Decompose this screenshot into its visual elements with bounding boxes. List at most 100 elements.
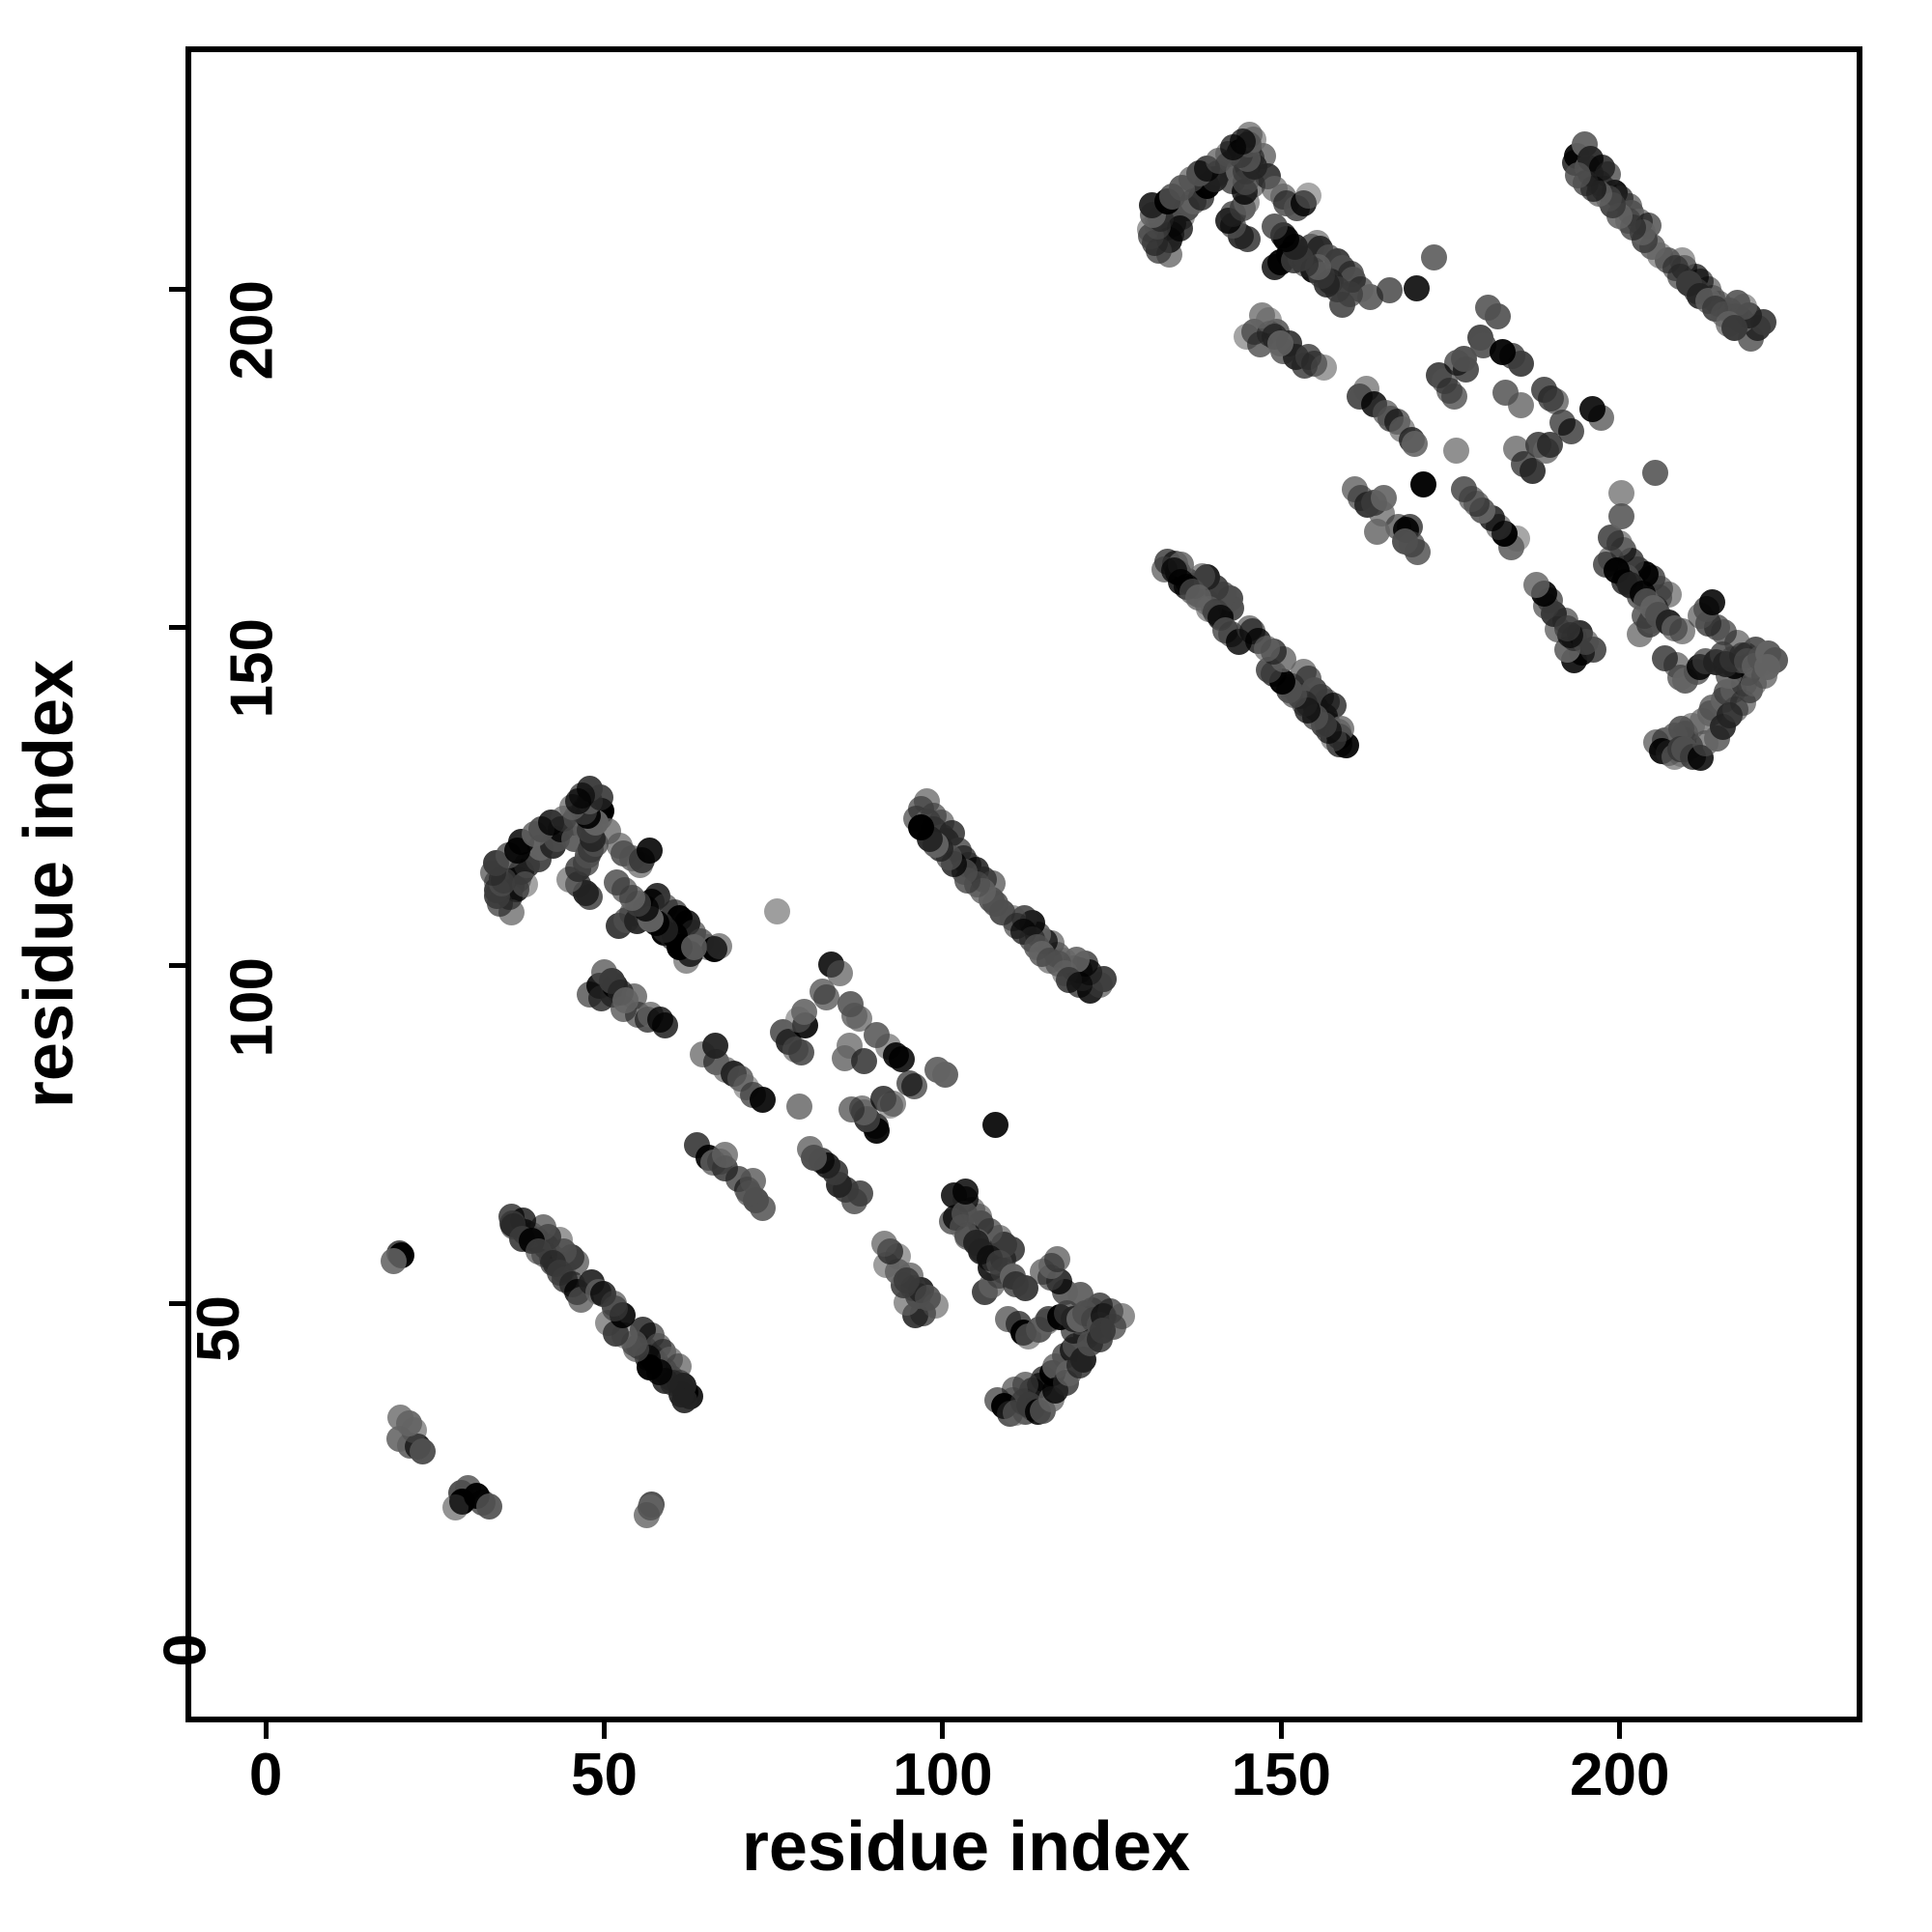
- contact-point: [952, 1179, 979, 1206]
- contact-point: [1450, 345, 1477, 372]
- contact-point: [1579, 396, 1606, 423]
- scatter-points-layer: [191, 52, 1857, 1717]
- contact-point: [850, 1047, 877, 1074]
- y-tick-mark: [169, 286, 185, 292]
- contact-point: [380, 1248, 407, 1275]
- contact-point: [600, 1291, 627, 1318]
- contact-point: [1409, 470, 1436, 497]
- contact-point: [1044, 1245, 1071, 1272]
- contact-point: [1066, 972, 1094, 999]
- contact-point: [880, 1090, 907, 1117]
- contact-point: [1229, 128, 1256, 156]
- x-tick-mark: [1617, 1722, 1623, 1739]
- y-axis-label-text: residue index: [11, 659, 89, 1109]
- contact-point: [612, 986, 639, 1013]
- contact-point: [1607, 480, 1634, 507]
- contact-point: [1537, 432, 1564, 459]
- contact-point: [706, 932, 733, 959]
- contact-point: [952, 1200, 979, 1227]
- contact-point: [812, 984, 839, 1011]
- contact-point: [889, 1045, 916, 1072]
- contact-point: [652, 1011, 679, 1038]
- y-tick-label-text: 0: [152, 1633, 219, 1667]
- contact-point: [749, 1086, 776, 1113]
- contact-point: [1364, 518, 1391, 545]
- y-tick-mark: [169, 624, 185, 630]
- x-tick-label: 200: [1569, 1742, 1670, 1808]
- contact-point: [787, 1038, 814, 1065]
- contact-point: [837, 991, 864, 1018]
- contact-point: [569, 782, 596, 810]
- contact-point: [1484, 303, 1511, 330]
- contact-point: [1421, 244, 1448, 271]
- contact-point: [735, 1180, 762, 1208]
- contact-point: [711, 1141, 738, 1168]
- contact-point: [1404, 275, 1431, 302]
- x-tick-label: 100: [893, 1742, 993, 1808]
- contact-point: [1377, 276, 1404, 303]
- contact-point: [441, 1493, 469, 1520]
- contact-point: [1261, 213, 1288, 240]
- x-axis-label: residue index: [741, 1808, 1191, 1886]
- plot-panel: [185, 46, 1862, 1722]
- contact-point: [896, 1069, 923, 1096]
- y-tick-label-text: 150: [218, 618, 286, 719]
- contact-point: [634, 1502, 661, 1529]
- contact-point: [604, 869, 631, 896]
- contact-point: [386, 1405, 413, 1432]
- contact-point: [870, 1230, 897, 1257]
- contact-point: [475, 1492, 502, 1520]
- contact-point: [1451, 475, 1478, 502]
- contact-point: [1402, 430, 1429, 457]
- contact-point: [1392, 527, 1419, 554]
- contact-point: [1553, 615, 1580, 642]
- contact-point: [838, 1096, 866, 1123]
- x-tick-mark: [601, 1722, 607, 1739]
- contact-point: [1441, 383, 1468, 410]
- contact-point: [1507, 391, 1534, 418]
- contact-point: [1294, 182, 1321, 209]
- contact-point: [1754, 653, 1781, 680]
- x-tick-mark: [1278, 1722, 1284, 1739]
- contact-point: [1310, 355, 1337, 382]
- x-tick-label: 0: [248, 1742, 283, 1808]
- contact-point: [1720, 314, 1747, 341]
- contact-point: [1608, 503, 1635, 530]
- contact-point: [924, 1056, 952, 1083]
- contact-point: [1543, 387, 1570, 414]
- contact-point: [786, 1094, 813, 1120]
- contact-point: [1012, 1274, 1039, 1301]
- y-tick-label-text: 100: [218, 956, 286, 1057]
- contact-point: [1489, 338, 1516, 365]
- contact-point: [1699, 589, 1726, 616]
- contact-point: [1100, 1313, 1127, 1340]
- contact-point: [796, 1136, 823, 1163]
- contact-point: [1266, 330, 1293, 357]
- contact-point: [681, 934, 708, 961]
- y-tick-mark: [169, 963, 185, 969]
- contact-point: [1565, 161, 1592, 188]
- contact-point: [1669, 618, 1696, 645]
- x-tick-label: 150: [1231, 1742, 1332, 1808]
- y-axis-label: residue index: [6, 0, 93, 1768]
- contact-point: [1253, 635, 1280, 662]
- x-tick-label: 50: [571, 1742, 638, 1808]
- contact-point: [894, 1267, 921, 1294]
- contact-point: [826, 959, 853, 986]
- contact-point: [1523, 571, 1550, 598]
- y-tick-label-text: 200: [218, 280, 286, 381]
- contact-point: [1443, 437, 1470, 464]
- contact-point: [791, 998, 818, 1025]
- y-tick-mark: [169, 1301, 185, 1307]
- contact-point: [863, 1021, 890, 1048]
- x-tick-mark: [940, 1722, 946, 1739]
- contact-point: [907, 814, 934, 841]
- contact-point: [764, 897, 791, 924]
- contact-point: [982, 1112, 1009, 1139]
- contact-point: [1370, 484, 1397, 511]
- contact-point: [636, 837, 663, 864]
- y-tick-label-text: 50: [185, 1294, 252, 1362]
- contact-point: [1641, 459, 1668, 486]
- y-tick-mark: [169, 1639, 185, 1645]
